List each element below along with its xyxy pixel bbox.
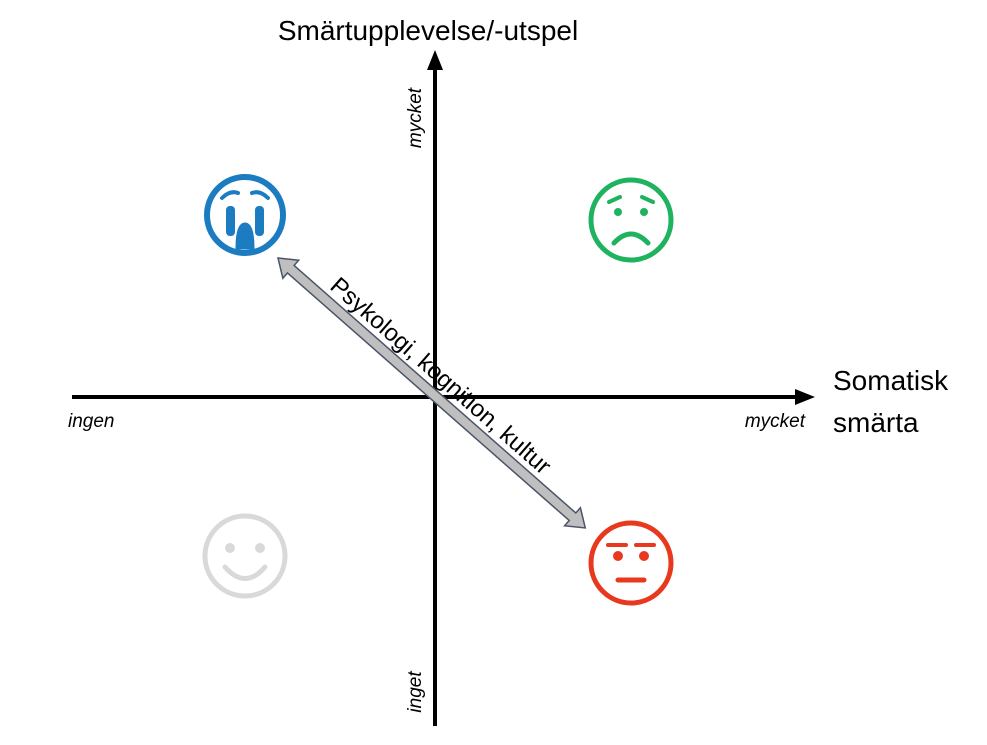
smile-face <box>202 513 288 599</box>
crying-face <box>204 174 286 256</box>
diagonal-label: Psykologi, kognition, kultur <box>325 272 556 480</box>
y-arrowhead <box>427 50 443 70</box>
title: Smärtupplevelse/-utspel <box>278 15 578 46</box>
x-low-label: ingen <box>68 411 115 432</box>
x-axis-label: smärta <box>833 407 919 438</box>
x-high-label: mycket <box>745 411 806 432</box>
diagonal-arrow-group: Psykologi, kognition, kultur <box>277 257 587 529</box>
y-high-label: mycket <box>405 87 426 148</box>
y-low-label: inget <box>405 671 426 713</box>
x-arrowhead <box>795 389 815 405</box>
neutral-face <box>588 520 674 606</box>
double-arrow <box>277 257 587 529</box>
sad-face <box>588 177 674 263</box>
x-axis-label: Somatisk <box>833 365 949 396</box>
